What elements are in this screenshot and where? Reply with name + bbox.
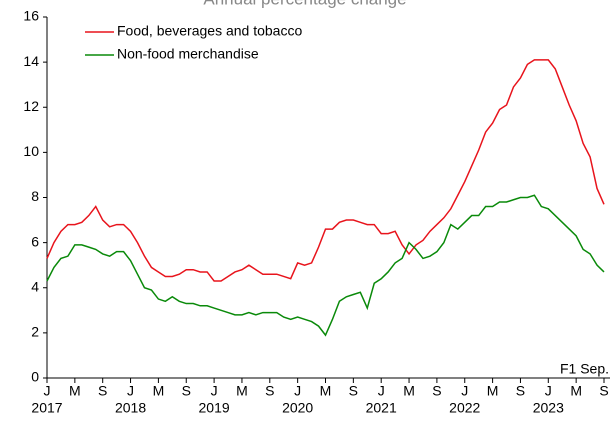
x-tick-label: M xyxy=(403,383,415,399)
x-tick-label: J xyxy=(461,383,468,399)
x-tick-label: S xyxy=(432,383,441,399)
annotation: F1 Sep. xyxy=(560,361,609,377)
x-tick-label: S xyxy=(182,383,191,399)
x-tick-label: J xyxy=(211,383,218,399)
x-tick-label: M xyxy=(570,383,582,399)
y-tick-label: 8 xyxy=(31,188,39,204)
y-tick-label: 14 xyxy=(23,53,39,69)
year-label: 2020 xyxy=(282,400,313,416)
x-tick-label: S xyxy=(265,383,274,399)
x-tick-label: S xyxy=(98,383,107,399)
y-tick-label: 4 xyxy=(31,278,39,294)
x-tick-label: M xyxy=(236,383,248,399)
x-tick-label: M xyxy=(153,383,165,399)
x-tick-label: S xyxy=(349,383,358,399)
year-label: 2022 xyxy=(449,400,480,416)
y-tick-label: 12 xyxy=(23,98,39,114)
y-tick-label: 10 xyxy=(23,143,39,159)
year-label: 2023 xyxy=(533,400,564,416)
year-label: 2019 xyxy=(199,400,230,416)
legend-label: Non-food merchandise xyxy=(117,46,259,62)
series-line xyxy=(46,59,605,282)
y-tick-label: 16 xyxy=(23,8,39,24)
y-tick-label: 0 xyxy=(31,369,39,385)
year-label: 2018 xyxy=(115,400,146,416)
x-tick-label: M xyxy=(320,383,332,399)
x-tick-label: M xyxy=(69,383,81,399)
legend-label: Food, beverages and tobacco xyxy=(117,23,302,39)
x-tick-label: S xyxy=(516,383,525,399)
y-tick-label: 2 xyxy=(31,324,39,340)
year-label: 2021 xyxy=(366,400,397,416)
x-tick-label: S xyxy=(599,383,608,399)
x-tick-label: J xyxy=(294,383,301,399)
series-line xyxy=(46,194,605,337)
chart-title: Annual percentage change xyxy=(203,0,406,8)
x-tick-label: J xyxy=(545,383,552,399)
x-tick-label: J xyxy=(378,383,385,399)
y-tick-label: 6 xyxy=(31,233,39,249)
x-tick-label: J xyxy=(127,383,134,399)
x-tick-label: M xyxy=(487,383,499,399)
year-label: 2017 xyxy=(31,400,62,416)
x-tick-label: J xyxy=(44,383,51,399)
